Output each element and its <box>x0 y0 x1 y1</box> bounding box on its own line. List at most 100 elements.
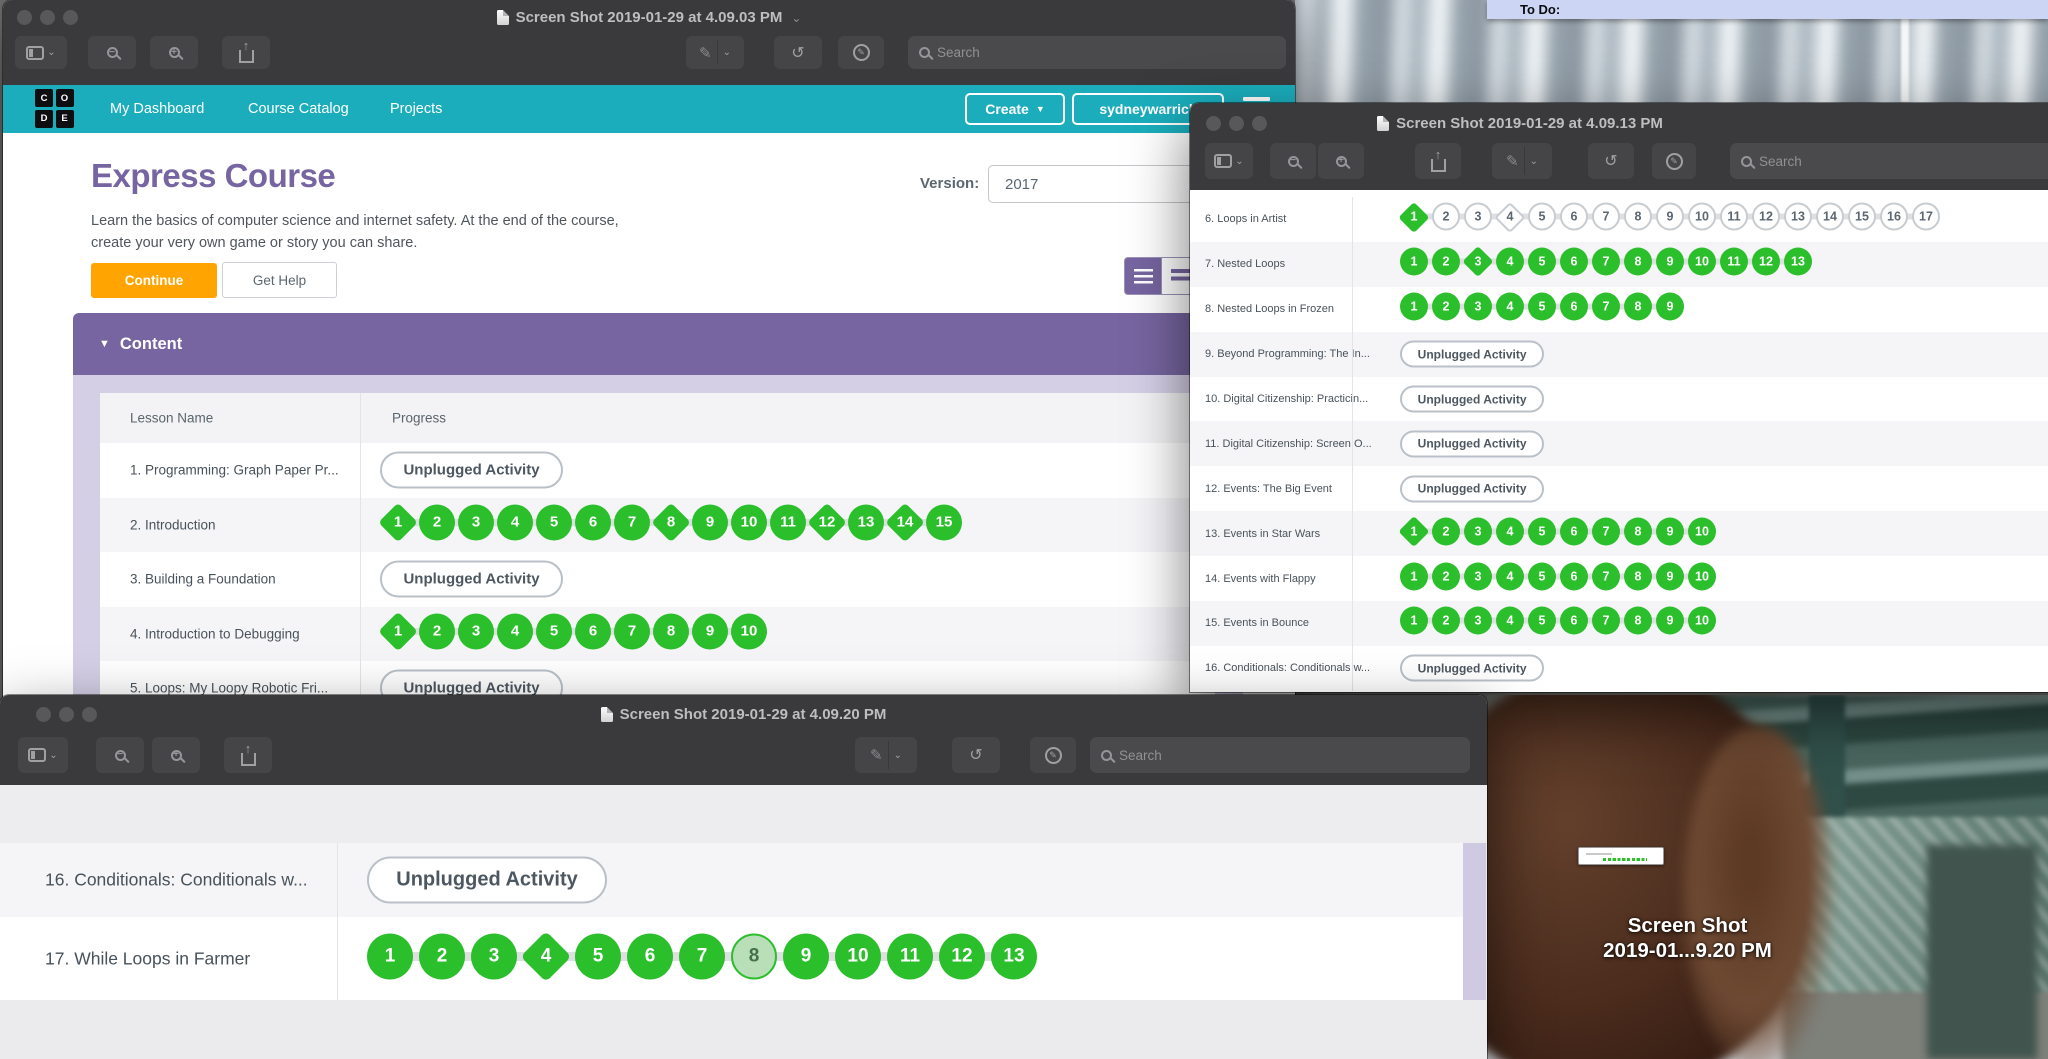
level-bubble-2[interactable]: 2 <box>1432 247 1460 276</box>
markup-pen-button[interactable]: ✎ ⌄ <box>855 737 917 773</box>
level-bubble-6[interactable]: 6 <box>1560 562 1588 591</box>
level-bubble-12[interactable]: 12 <box>939 933 985 979</box>
level-bubble-5[interactable]: 5 <box>1528 606 1556 635</box>
markup-pen-button[interactable]: ✎ ⌄ <box>1492 143 1552 179</box>
level-bubble-4[interactable]: 4 <box>520 930 572 982</box>
content-section-header[interactable]: ▼ Content <box>73 313 1243 375</box>
level-bubble-12[interactable]: 12 <box>1752 247 1780 276</box>
lesson-name-link[interactable]: 10. Digital Citizenship: Practicin... <box>1205 393 1369 405</box>
unplugged-activity-pill[interactable]: Unplugged Activity <box>380 669 564 700</box>
level-bubble-3[interactable]: 3 <box>1462 246 1494 278</box>
level-bubble-1[interactable]: 1 <box>1400 292 1428 321</box>
lesson-name-link[interactable]: 2. Introduction <box>130 517 216 533</box>
zoom-in-button[interactable]: + <box>150 36 198 69</box>
level-bubble-6[interactable]: 6 <box>575 613 611 650</box>
level-bubble-3[interactable]: 3 <box>471 933 517 979</box>
level-bubble-4[interactable]: 4 <box>497 613 533 650</box>
unplugged-activity-pill[interactable]: Unplugged Activity <box>1400 385 1545 413</box>
level-bubble-10[interactable]: 10 <box>731 613 767 650</box>
zoom-out-button[interactable]: − <box>1270 143 1316 179</box>
share-button[interactable] <box>224 737 272 773</box>
search-input[interactable]: Search <box>1090 737 1470 773</box>
zoom-in-button[interactable]: + <box>1318 143 1364 179</box>
level-bubble-14[interactable]: 14 <box>1816 202 1844 231</box>
level-bubble-8[interactable]: 8 <box>731 933 777 979</box>
level-bubble-13[interactable]: 13 <box>1784 247 1812 276</box>
level-bubble-9[interactable]: 9 <box>1656 247 1684 276</box>
level-bubble-3[interactable]: 3 <box>1464 517 1492 546</box>
minimize-button[interactable] <box>40 10 55 25</box>
level-bubble-3[interactable]: 3 <box>458 613 494 650</box>
unplugged-activity-pill[interactable]: Unplugged Activity <box>1400 475 1545 503</box>
lesson-name-link[interactable]: 5. Loops: My Loopy Robotic Fri... <box>130 680 329 696</box>
level-bubble-17[interactable]: 17 <box>1912 202 1940 231</box>
level-bubble-10[interactable]: 10 <box>1688 606 1716 635</box>
level-bubble-3[interactable]: 3 <box>458 504 494 541</box>
level-bubble-11[interactable]: 11 <box>1720 247 1748 276</box>
close-button[interactable] <box>36 707 51 722</box>
lesson-name-link[interactable]: 6. Loops in Artist <box>1205 213 1287 226</box>
lesson-name-link[interactable]: 17. While Loops in Farmer <box>45 948 251 968</box>
level-bubble-4[interactable]: 4 <box>1494 201 1526 233</box>
zoom-button[interactable] <box>63 10 78 25</box>
level-bubble-8[interactable]: 8 <box>653 613 689 650</box>
lesson-name-link[interactable]: 4. Introduction to Debugging <box>130 626 300 642</box>
level-bubble-15[interactable]: 15 <box>1848 202 1876 231</box>
markup-toolbar-button[interactable]: ✎ <box>1030 737 1076 773</box>
nav-my-dashboard[interactable]: My Dashboard <box>110 101 205 117</box>
level-bubble-1[interactable]: 1 <box>378 611 418 652</box>
level-bubble-2[interactable]: 2 <box>1432 292 1460 321</box>
rotate-button[interactable]: ↺ <box>1588 143 1634 179</box>
level-bubble-8[interactable]: 8 <box>651 502 691 543</box>
window1-chrome[interactable]: Screen Shot 2019-01-29 at 4.09.03 PM ⌄ ⌄… <box>3 0 1295 85</box>
zoom-out-button[interactable]: − <box>96 737 144 773</box>
lesson-name-link[interactable]: 16. Conditionals: Conditionals w... <box>1205 662 1371 675</box>
level-bubble-10[interactable]: 10 <box>835 933 881 979</box>
level-bubble-9[interactable]: 9 <box>1656 292 1684 321</box>
level-bubble-9[interactable]: 9 <box>1656 202 1684 231</box>
level-bubble-5[interactable]: 5 <box>536 504 572 541</box>
todo-sticky-note[interactable]: To Do: <box>1487 0 2048 19</box>
level-bubble-5[interactable]: 5 <box>536 613 572 650</box>
screenshot-file-label[interactable]: Screen Shot 2019-01...9.20 PM <box>1487 913 1888 963</box>
screenshot-file-icon[interactable] <box>1578 847 1664 865</box>
lesson-name-link[interactable]: 9. Beyond Programming: The In... <box>1205 348 1370 361</box>
zoom-in-button[interactable]: + <box>152 737 200 773</box>
level-bubble-6[interactable]: 6 <box>627 933 673 979</box>
level-bubble-11[interactable]: 11 <box>770 504 806 541</box>
level-bubble-10[interactable]: 10 <box>1688 202 1716 231</box>
level-bubble-5[interactable]: 5 <box>1528 562 1556 591</box>
level-bubble-6[interactable]: 6 <box>575 504 611 541</box>
level-bubble-13[interactable]: 13 <box>991 933 1037 979</box>
level-bubble-3[interactable]: 3 <box>1464 562 1492 591</box>
unplugged-activity-pill[interactable]: Unplugged Activity <box>1400 654 1545 682</box>
lesson-name-link[interactable]: 14. Events with Flappy <box>1205 572 1316 585</box>
level-bubble-7[interactable]: 7 <box>1592 292 1620 321</box>
level-bubble-1[interactable]: 1 <box>367 933 413 979</box>
lesson-name-link[interactable]: 16. Conditionals: Conditionals w... <box>45 869 308 890</box>
window2-chrome[interactable]: Screen Shot 2019-01-29 at 4.09.13 PM ⌄ −… <box>1190 103 2048 190</box>
search-input[interactable]: Search <box>1730 143 2048 179</box>
level-bubble-4[interactable]: 4 <box>497 504 533 541</box>
zoom-button[interactable] <box>1252 116 1267 131</box>
level-bubble-9[interactable]: 9 <box>1656 562 1684 591</box>
level-bubble-10[interactable]: 10 <box>1688 517 1716 546</box>
zoom-out-button[interactable]: − <box>88 36 136 69</box>
level-bubble-2[interactable]: 2 <box>1432 202 1460 231</box>
level-bubble-13[interactable]: 13 <box>1784 202 1812 231</box>
level-bubble-16[interactable]: 16 <box>1880 202 1908 231</box>
unplugged-activity-pill[interactable]: Unplugged Activity <box>1400 430 1545 458</box>
lesson-name-link[interactable]: 13. Events in Star Wars <box>1205 527 1321 540</box>
unplugged-activity-pill[interactable]: Unplugged Activity <box>380 560 564 598</box>
level-bubble-3[interactable]: 3 <box>1464 606 1492 635</box>
level-bubble-5[interactable]: 5 <box>1528 247 1556 276</box>
sidebar-toggle-button[interactable]: ⌄ <box>15 36 67 69</box>
share-button[interactable] <box>1415 143 1461 179</box>
level-bubble-6[interactable]: 6 <box>1560 517 1588 546</box>
lesson-name-link[interactable]: 12. Events: The Big Event <box>1205 482 1332 495</box>
level-bubble-9[interactable]: 9 <box>1656 517 1684 546</box>
level-bubble-5[interactable]: 5 <box>1528 202 1556 231</box>
sidebar-toggle-button[interactable]: ⌄ <box>1205 143 1253 179</box>
level-bubble-7[interactable]: 7 <box>614 613 650 650</box>
level-bubble-10[interactable]: 10 <box>1688 247 1716 276</box>
